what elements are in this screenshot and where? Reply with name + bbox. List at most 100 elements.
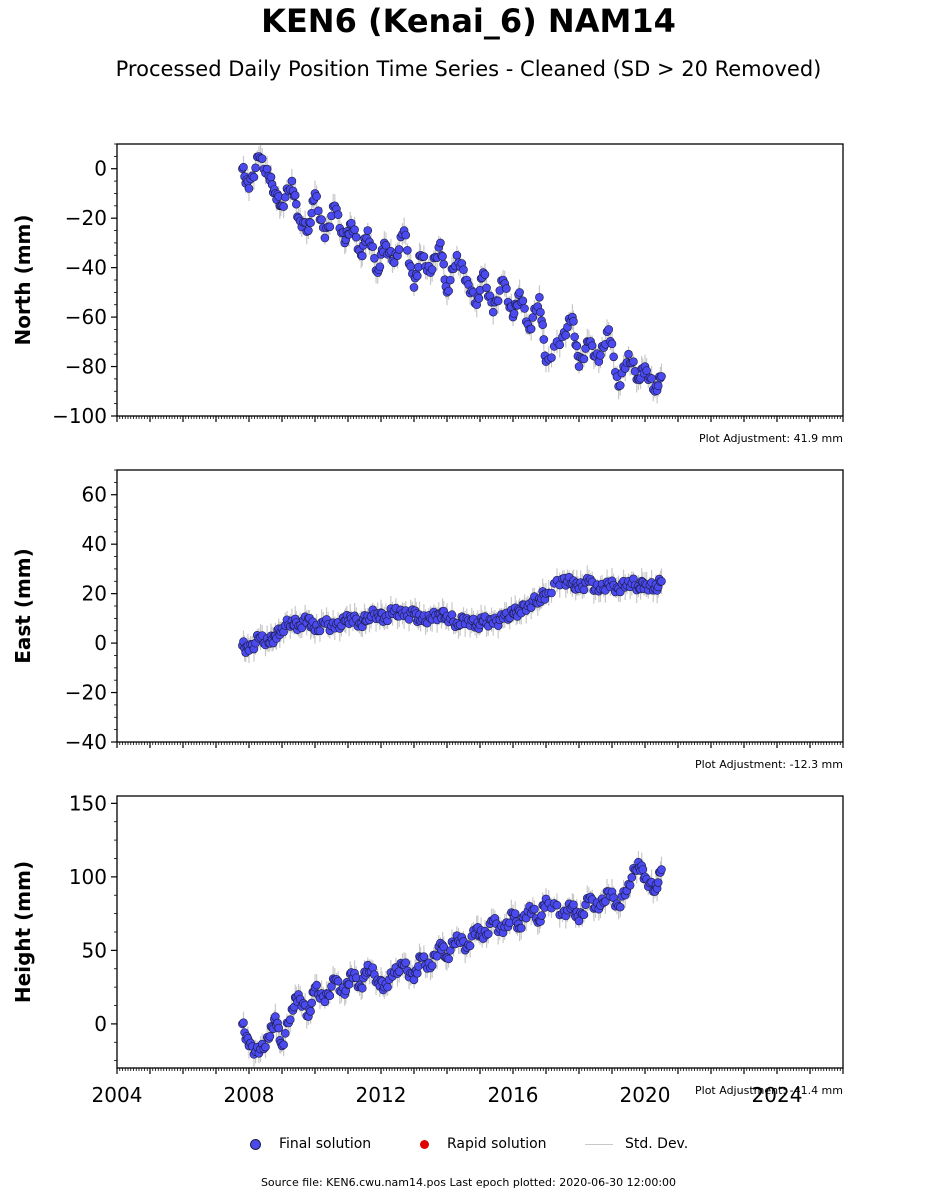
y-tick-label: 0 [94,631,107,655]
data-point [447,610,457,620]
data-point [383,982,392,992]
data-point [615,902,625,912]
y-tick-label: 150 [69,791,107,815]
panel-1: −40 −20 0 20 40 60 East (mm) Plot Adjustment: -… [11,469,844,771]
y-tick-label: 0 [94,157,107,181]
data-point [445,275,455,285]
data-point [587,341,597,350]
data-point [265,1032,275,1041]
data-point [439,259,449,269]
data-point [624,349,633,359]
plot-frame [116,469,844,743]
std-dev-line-marker [585,1143,613,1145]
panel-2: 0 50 100 150 Height (mm) Plot Adjustment: -41… [11,791,844,1107]
y-tick-label: 100 [69,865,107,889]
y-tick-label: −100 [52,404,107,428]
data-point [579,585,589,595]
x-tick-label: 2004 [92,1083,143,1107]
data-point [555,340,565,350]
data-point [357,251,367,261]
y-tick-label: −80 [65,355,107,379]
data-point [315,626,325,636]
data-point [306,1007,315,1016]
legend-label-std: Std. Dev. [625,1136,689,1152]
data-point [313,206,323,216]
data-point [306,218,315,228]
data-point [261,1042,270,1052]
chart-title: KEN6 (Kenai_6) NAM14 [261,2,676,40]
data-point [452,250,462,260]
legend-item-rapid: Rapid solution [420,1136,547,1152]
data-point [493,296,503,306]
data-point [509,309,519,318]
data-point [526,324,536,334]
legend-label-rapid: Rapid solution [447,1136,547,1152]
data-point [251,163,260,173]
data-point [528,313,538,322]
data-point [572,341,582,351]
data-point [515,288,524,297]
data-point [488,307,498,317]
data-point [291,199,301,209]
data-point [351,232,361,242]
data-point [483,929,493,939]
data-point [427,265,437,274]
data-point [538,320,548,330]
data-point [625,880,635,890]
plot-adjustment-label: Plot Adjustment: -41.4 mm [695,1084,843,1097]
data-point [444,954,453,964]
data-point [357,983,367,993]
data-point [536,307,545,317]
data-point [569,317,578,326]
y-tick-label: −60 [65,305,107,329]
data-point [547,353,556,362]
data-point [482,283,491,293]
y-axis-label: East (mm) [11,548,35,664]
y-tick-label: 20 [82,582,107,606]
y-axis-label: North (mm) [11,214,35,345]
x-tick-label: 2016 [488,1083,539,1107]
data-point [629,357,638,366]
final-solution-marker [250,1138,261,1150]
data-point [274,1023,284,1033]
data-point [249,172,259,182]
x-tick-label: 2008 [224,1083,275,1107]
data-point [570,332,579,342]
data-point [480,270,490,279]
data-point [412,969,422,978]
data-point [516,923,526,933]
data-point [406,262,416,271]
data-point [657,576,666,586]
data-point [401,958,411,967]
data-point [370,254,379,263]
data-point [389,258,399,267]
data-point [547,588,556,598]
data-point [474,294,484,303]
y-axis-label: Height (mm) [11,861,35,1003]
data-point [510,909,520,918]
data-point [304,226,313,235]
data-point [368,242,378,252]
data-point [350,225,359,234]
data-point [262,164,272,174]
data-point [317,215,326,224]
data-point [312,980,321,990]
data-point [401,230,411,240]
y-tick-label: −20 [65,206,107,230]
data-point [574,362,584,371]
data-point [312,192,321,201]
data-point [333,210,343,220]
data-point [325,991,335,1001]
data-point [579,910,589,920]
data-point [569,900,578,909]
data-point [412,271,422,281]
data-point [601,897,610,906]
data-point [290,190,300,200]
data-point [436,238,445,248]
plot-adjustment-label: Plot Adjustment: 41.9 mm [699,432,843,445]
data-point [239,162,248,172]
data-point [653,381,663,391]
y-tick-label: −40 [65,730,107,754]
data-point [414,262,423,272]
